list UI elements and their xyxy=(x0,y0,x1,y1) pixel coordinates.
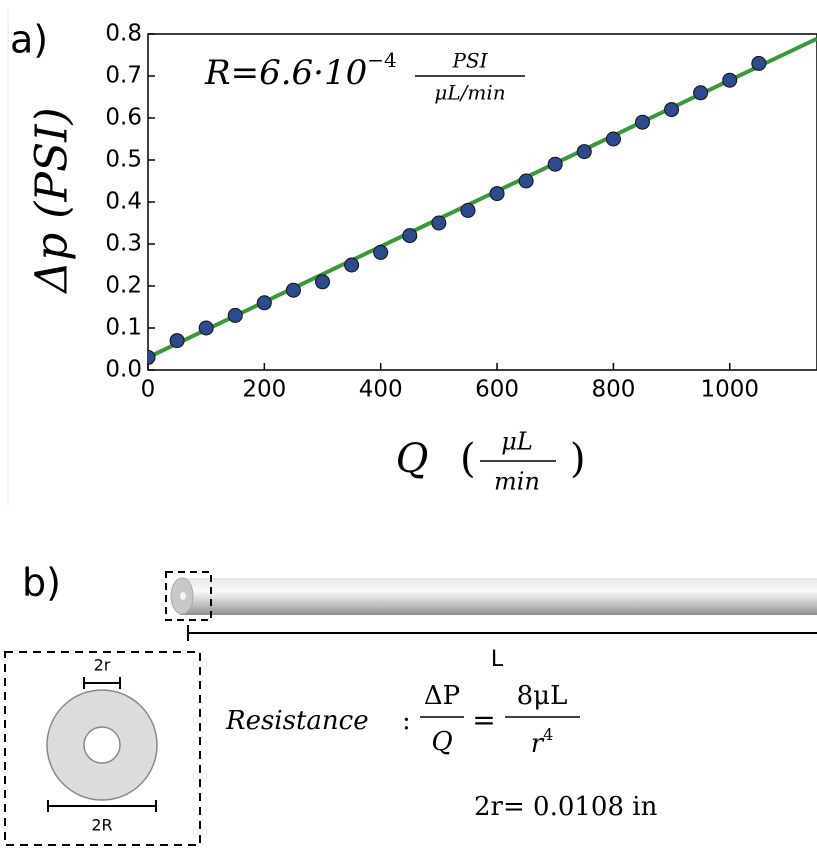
zoom-box xyxy=(165,571,212,621)
formula-lhs-num: ΔP xyxy=(424,681,460,711)
data-point xyxy=(693,85,709,101)
y-tick-label: 0.0 xyxy=(105,357,142,383)
data-point xyxy=(373,244,389,260)
x-unit-numerator: μL xyxy=(501,428,533,456)
zoom-detail-box xyxy=(4,651,201,846)
x-tick-label: 800 xyxy=(591,377,635,403)
tube xyxy=(180,578,817,615)
outer-bar xyxy=(47,800,157,812)
chart: 0.0 0.1 0.2 0.3 0.4 0.5 0.6 0.7 0.8 0 200 400 600 800… xyxy=(105,21,817,403)
tube-bore xyxy=(180,592,186,600)
data-point xyxy=(722,72,738,88)
formula-lhs-den: Q xyxy=(431,727,452,757)
x-tick-label: 600 xyxy=(475,377,519,403)
annotation: R=6.6·10−4 xyxy=(204,48,397,94)
paren: ) xyxy=(570,436,586,482)
data-point xyxy=(751,55,767,71)
formula-rhs-num: 8μL xyxy=(517,681,568,711)
annotation-denominator: μL/min xyxy=(434,81,505,105)
data-point xyxy=(198,320,214,336)
inner-label: 2r xyxy=(94,656,111,675)
data-point xyxy=(285,282,301,298)
y-tick-label: 0.8 xyxy=(105,21,142,47)
data-point xyxy=(489,186,505,202)
formula-colon: : xyxy=(402,706,411,736)
inner-bar xyxy=(83,677,121,689)
data-point xyxy=(256,295,272,311)
annotation-numerator: PSI xyxy=(451,49,488,73)
diameter-label: 2r= 0.0108 in xyxy=(474,792,658,822)
data-point xyxy=(634,114,650,130)
panel-label: b) xyxy=(22,561,61,605)
data-point xyxy=(605,131,621,147)
formula-equals: = xyxy=(472,704,495,737)
x-tick-label: 200 xyxy=(242,377,286,403)
x-axis-label: Q xyxy=(396,436,429,482)
y-tick-label: 0.4 xyxy=(105,189,142,215)
data-point xyxy=(344,257,360,273)
panel-label: a) xyxy=(10,18,48,62)
data-point xyxy=(227,307,243,323)
data-point xyxy=(664,102,680,118)
y-tick-label: 0.6 xyxy=(105,105,142,131)
x-tick-label: 0 xyxy=(141,377,156,403)
y-tick-label: 0.7 xyxy=(105,63,142,89)
y-tick-label: 0.2 xyxy=(105,273,142,299)
y-tick-label: 0.3 xyxy=(105,231,142,257)
data-point xyxy=(547,156,563,172)
x-unit-denominator: min xyxy=(494,468,540,496)
data-point xyxy=(148,349,156,365)
x-tick-label: 1000 xyxy=(700,377,759,403)
length-label: L xyxy=(491,647,504,672)
data-point xyxy=(576,144,592,160)
data-point xyxy=(402,228,418,244)
y-axis-label: Δp (PSI) xyxy=(27,107,78,294)
data-point xyxy=(431,215,447,231)
data-point xyxy=(460,202,476,218)
paren: ( xyxy=(460,436,476,482)
data-point xyxy=(169,333,185,349)
formula-rhs-den: r4 xyxy=(531,725,554,760)
outer-label: 2R xyxy=(91,816,112,835)
y-tick-label: 0.1 xyxy=(105,315,142,341)
x-tick-label: 400 xyxy=(359,377,403,403)
y-tick-label: 0.5 xyxy=(105,147,142,173)
formula-name: Resistance xyxy=(225,706,369,736)
data-point xyxy=(315,274,331,290)
data-point xyxy=(518,173,534,189)
inner-circle xyxy=(83,726,121,764)
